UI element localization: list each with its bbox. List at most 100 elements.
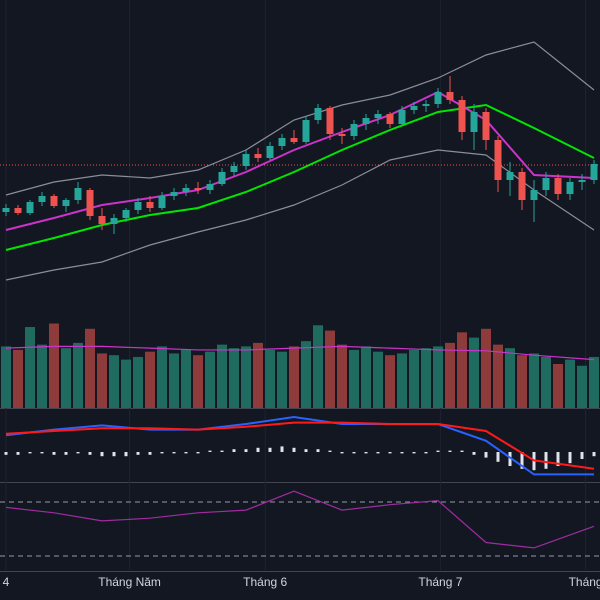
candle-body [470,112,478,132]
x-tick-label: Tháng Năm [98,575,161,589]
macd-histogram-bar [88,452,92,455]
macd-histogram-bar [340,452,344,454]
macd-histogram-bar [64,452,68,455]
macd-histogram-bar [412,452,416,454]
candle-body [50,196,58,206]
candle-body [62,200,70,206]
volume-bar [265,349,275,408]
candle-body [182,188,190,192]
candle-body [218,172,226,184]
macd-histogram-bar [148,452,152,455]
volume-bar [301,341,311,408]
volume-bar [373,351,383,408]
candle-body [26,202,34,213]
volume-bar [1,346,11,408]
candle-body [74,188,82,200]
x-tick-label: Tháng 6 [243,575,287,589]
candle-body [338,134,346,136]
candle-body [386,114,394,124]
macd-histogram-bar [484,452,488,458]
macd-histogram-bar [220,450,224,452]
volume-bar [253,342,263,408]
macd-histogram-bar [520,452,524,469]
macd-histogram-bar [40,452,44,454]
macd-histogram-bar [184,452,188,454]
indicator-line [5,345,595,361]
macd-histogram-bar [400,452,404,454]
x-tick-label: Tháng [569,575,600,589]
volume-bar [97,353,107,408]
volume-bar [73,342,83,408]
candle-body [590,164,598,180]
volume-bar [421,348,431,408]
volume-bar [133,356,143,408]
volume-bar [85,328,95,408]
candle-body [422,104,430,106]
volume-bar [205,351,215,408]
volume-bar [193,355,203,408]
macd-histogram-bar [112,452,116,457]
candle-body [398,110,406,124]
macd-histogram-bar [256,447,260,452]
volume-bar [517,355,527,408]
macd-histogram-bar [136,452,140,455]
volume-bar [589,356,599,408]
indicator-line [5,149,595,281]
candle-body [146,202,154,208]
candle-body [578,180,586,182]
macd-histogram-bar [496,452,500,462]
macd-histogram-bar [388,452,392,454]
candle-body [2,208,10,212]
volume-bar [61,348,71,408]
volume-bar [505,348,515,408]
macd-histogram-bar [424,452,428,454]
candle-body [14,208,22,213]
volume-bar [325,330,335,408]
volume-bar [337,344,347,408]
candle-body [494,140,502,180]
macd-histogram-bar [208,450,212,452]
candle-body [134,202,142,210]
candle-body [206,184,214,190]
volume-bar [529,353,539,408]
candle-body [362,118,370,124]
macd-histogram-bar [100,452,104,457]
macd-histogram-bar [592,452,596,457]
candle-body [278,138,286,146]
indicator-line [5,421,595,470]
volume-bar [277,351,287,408]
candle-body [254,154,262,158]
macd-histogram-bar [316,449,320,452]
macd-histogram-bar [556,452,560,466]
volume-bar [289,346,299,408]
candle-body [230,166,238,172]
volume-bar [457,332,467,408]
candle-body [110,218,118,224]
macd-histogram-bar [364,452,368,454]
candle-body [158,196,166,208]
volume-bar [565,359,575,408]
macd-histogram-bar [472,452,476,455]
candle-body [194,188,202,190]
macd-histogram-bar [328,450,332,452]
candle-body [266,146,274,158]
candle-body [86,190,94,216]
candle-body [434,92,442,104]
candle-body [290,138,298,142]
candle-body [530,190,538,200]
volume-bar [397,353,407,408]
volume-bar [433,346,443,408]
x-tick-label: 4 [3,575,10,589]
candle-body [482,112,490,140]
macd-histogram-bar [508,452,512,466]
macd-histogram-bar [244,449,248,452]
x-tick-label: Tháng 7 [418,575,462,589]
macd-histogram-bar [436,450,440,452]
macd-histogram-bar [292,447,296,452]
volume-bar [577,365,587,408]
volume-bar [469,337,479,408]
volume-bar [241,346,251,408]
volume-bar [109,355,119,408]
macd-histogram-bar [568,452,572,464]
